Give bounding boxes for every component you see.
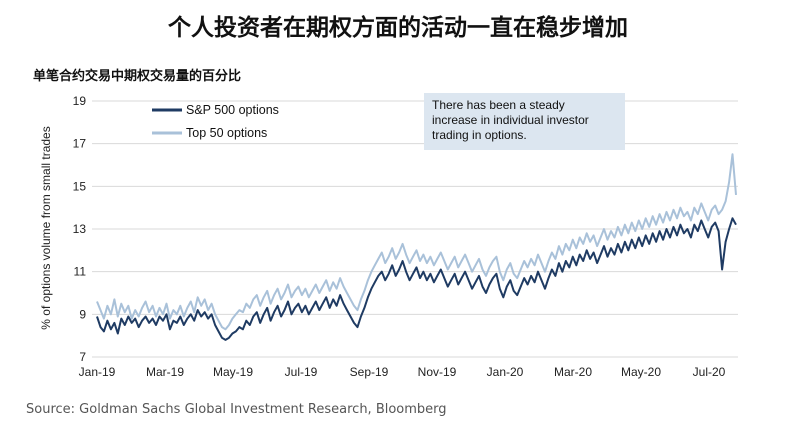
- chart-subtitle: 单笔合约交易中期权交易量的百分比: [33, 69, 242, 84]
- x-tick-label: Jul-19: [285, 365, 318, 379]
- source-note: Source: Goldman Sachs Global Investment …: [26, 402, 447, 417]
- x-tick-label: Jan-20: [487, 365, 524, 379]
- x-tick-label: Jul-20: [693, 365, 726, 379]
- y-tick-label: 17: [73, 137, 87, 151]
- x-tick-labels: Jan-19 Mar-19 May-19 Jul-19 Sep-19 Nov-19 Jan-…: [79, 365, 726, 379]
- y-tick-label: 13: [73, 222, 87, 236]
- chart-title: 个人投资者在期权方面的活动一直在稳步增加: [168, 14, 628, 41]
- series-lines: [96, 153, 737, 341]
- legend: S&P 500 options Top 50 options: [152, 103, 279, 140]
- x-tick-label: May-20: [621, 365, 661, 379]
- x-tick-label: May-19: [213, 365, 253, 379]
- y-tick-label: 19: [73, 94, 87, 108]
- x-tick-label: Jan-19: [79, 365, 116, 379]
- x-tick-label: Mar-20: [554, 365, 592, 379]
- y-tick-label: 15: [73, 179, 87, 193]
- annotation-line-2: increase in individual investor: [432, 113, 589, 127]
- y-tick-labels: 7 9 11 13 15 17 19: [73, 94, 87, 364]
- annotation-background: [424, 93, 625, 150]
- legend-label-sp500: S&P 500 options: [186, 103, 279, 117]
- y-tick-label: 7: [79, 350, 86, 364]
- annotation-line-1: There has been a steady: [432, 98, 565, 112]
- series-line-sp500: [96, 217, 737, 341]
- annotation-box: There has been a steady increase in indi…: [424, 93, 625, 150]
- x-tick-label: Sep-19: [350, 365, 389, 379]
- series-line-top50: [96, 153, 737, 331]
- x-tick-label: Mar-19: [146, 365, 184, 379]
- line-chart: 7 9 11 13 15 17 19 Jan-19 Mar-19 May-19 Jul-19 Sep…: [39, 93, 738, 379]
- annotation-line-3: trading in options.: [432, 128, 527, 142]
- y-axis-label: % of options volume from small trades: [39, 126, 53, 329]
- x-tick-label: Nov-19: [418, 365, 457, 379]
- y-tick-label: 9: [79, 307, 86, 321]
- legend-label-top50: Top 50 options: [186, 126, 267, 140]
- y-tick-label: 11: [74, 265, 87, 279]
